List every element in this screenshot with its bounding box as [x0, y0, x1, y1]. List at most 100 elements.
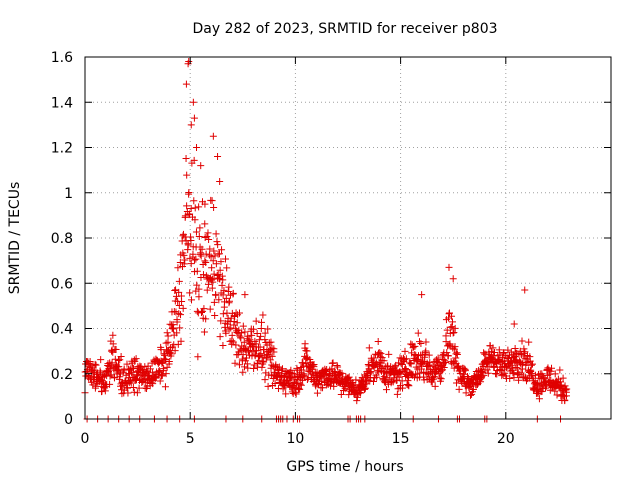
data-point: [297, 381, 305, 389]
data-point: [442, 358, 450, 366]
data-point: [378, 354, 386, 362]
y-tick-label: 0.8: [51, 231, 73, 247]
data-point: [252, 317, 260, 325]
data-point: [489, 344, 497, 352]
x-tick-label: 15: [392, 431, 410, 447]
data-point: [192, 255, 200, 263]
data-point: [270, 348, 278, 356]
data-point: [210, 298, 218, 306]
data-point: [237, 334, 245, 342]
data-point: [301, 340, 309, 348]
y-tick-label: 1: [64, 186, 73, 202]
data-point: [229, 289, 237, 297]
data-point: [218, 246, 226, 254]
data-point: [398, 361, 406, 369]
tick-labels: 0 0.2 0.4 0.6 0.8 1 1.2 1.4 1.6 0 5 10 15 20: [51, 50, 515, 447]
data-point: [109, 331, 117, 339]
data-point: [171, 287, 179, 295]
data-point: [225, 325, 233, 333]
data-point: [261, 336, 269, 344]
data-point: [299, 376, 307, 384]
data-point: [184, 241, 192, 249]
data-point: [233, 319, 241, 327]
data-point: [228, 331, 236, 339]
data-point: [529, 360, 537, 368]
data-point: [563, 392, 571, 400]
data-point: [148, 369, 156, 377]
data-point: [208, 197, 216, 205]
data-point: [452, 350, 460, 358]
data-point: [279, 365, 287, 373]
data-point: [201, 200, 209, 208]
data-point: [219, 310, 227, 318]
chart-title: Day 282 of 2023, SRMTID for receiver p80…: [192, 21, 497, 37]
data-point: [310, 360, 318, 368]
data-point: [187, 260, 195, 268]
data-point: [313, 389, 321, 397]
data-point: [216, 266, 224, 274]
data-point: [177, 337, 185, 345]
data-point: [200, 305, 208, 313]
data-point: [201, 257, 209, 265]
data-point: [515, 376, 523, 384]
data-point: [437, 375, 445, 383]
data-point: [445, 341, 453, 349]
data-point: [156, 377, 164, 385]
y-tick-label: 0: [64, 412, 73, 428]
data-point: [309, 361, 317, 369]
data-point: [203, 233, 211, 241]
data-point: [282, 390, 290, 398]
data-point: [388, 377, 396, 385]
data-point: [401, 347, 409, 355]
data-point: [91, 360, 99, 368]
data-point: [241, 291, 249, 299]
data-point: [249, 341, 257, 349]
data-point: [170, 325, 178, 333]
data-point: [216, 177, 224, 185]
data-point: [362, 373, 370, 381]
data-point: [225, 283, 233, 291]
data-point: [112, 345, 120, 353]
data-point: [557, 381, 565, 389]
data-point: [106, 380, 114, 388]
data-point: [296, 380, 304, 388]
data-point: [123, 360, 131, 368]
data-point: [185, 189, 193, 197]
data-point: [118, 390, 126, 398]
data-point: [139, 366, 147, 374]
data-point: [223, 264, 231, 272]
data-point: [132, 355, 140, 363]
data-point: [186, 210, 194, 218]
data-point: [218, 281, 226, 289]
data-point: [96, 367, 104, 375]
data-point: [240, 338, 248, 346]
data-point: [418, 291, 426, 299]
data-point: [345, 373, 353, 381]
data-point: [484, 369, 492, 377]
data-point: [495, 346, 503, 354]
data-point: [235, 309, 243, 317]
data-point: [129, 364, 137, 372]
data-point: [128, 369, 136, 377]
data-point: [444, 352, 452, 360]
data-point: [146, 365, 154, 373]
data-point: [337, 391, 345, 399]
data-point: [180, 260, 188, 268]
data-point: [160, 365, 168, 373]
data-point: [188, 296, 196, 304]
data-point: [287, 366, 295, 374]
data-point: [214, 241, 222, 249]
data-point: [162, 355, 170, 363]
data-point: [542, 382, 550, 390]
data-point: [185, 58, 193, 66]
data-point: [232, 341, 240, 349]
data-point: [215, 296, 223, 304]
data-point: [417, 340, 425, 348]
data-point: [455, 385, 463, 393]
data-point: [330, 367, 338, 375]
data-point: [213, 238, 221, 246]
data-point: [129, 383, 137, 391]
data-point: [175, 277, 183, 285]
data-point: [175, 302, 183, 310]
data-point: [271, 380, 279, 388]
